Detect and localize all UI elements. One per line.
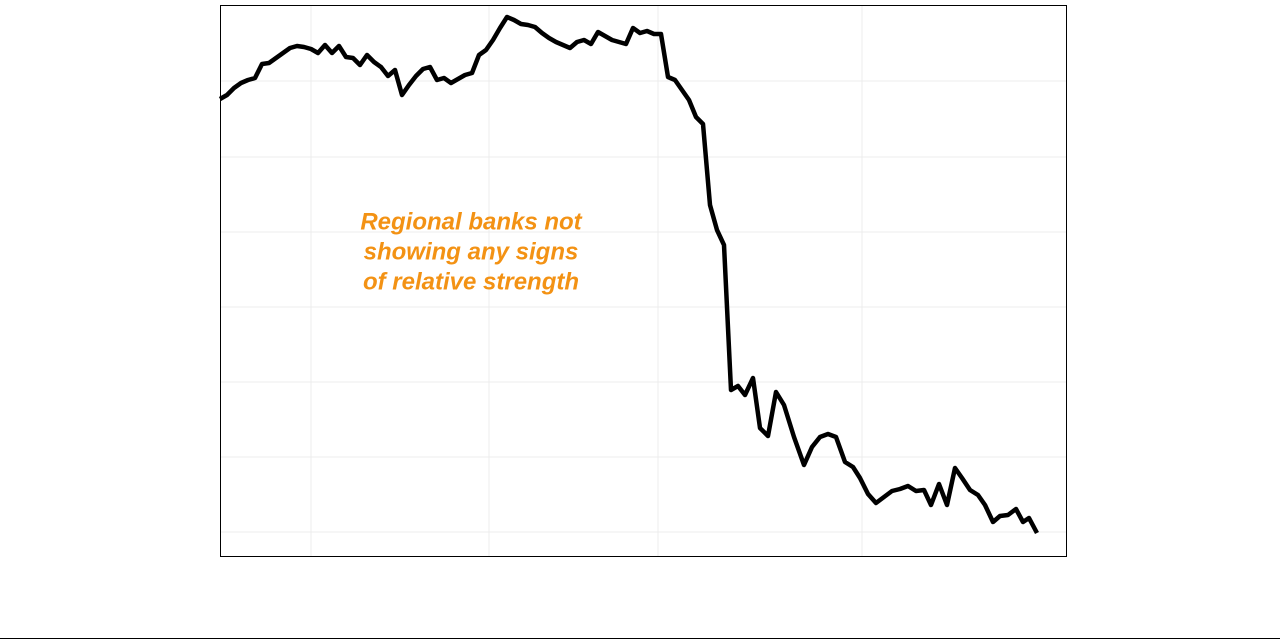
annotation: Regional banks not — [360, 208, 582, 235]
annotation: of relative strength — [363, 268, 579, 295]
plot-frame — [220, 5, 1067, 557]
line — [218, 14, 1039, 535]
plot-area — [220, 5, 1066, 556]
series — [218, 14, 1039, 535]
grid — [220, 5, 1066, 556]
annotation: showing any signs — [364, 238, 579, 265]
